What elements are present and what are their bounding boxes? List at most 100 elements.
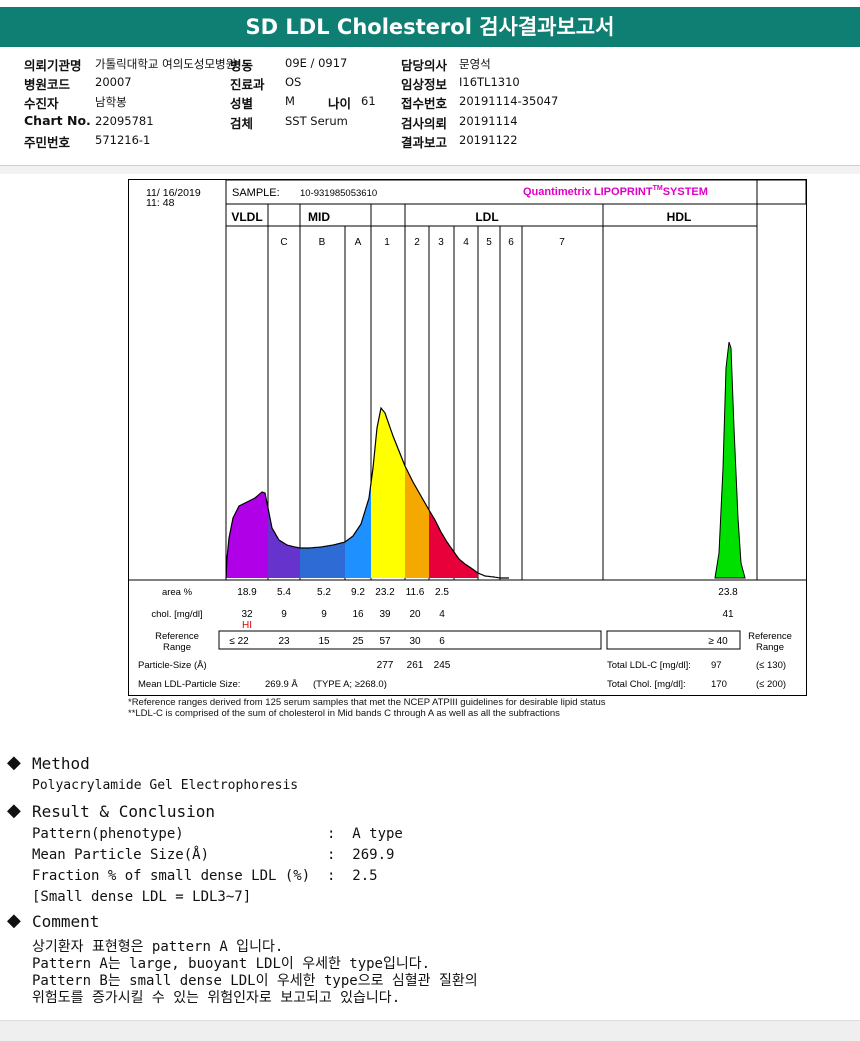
area-value: 11.6	[406, 587, 425, 598]
band-label-5: 5	[486, 237, 492, 248]
age-label: 나이	[328, 96, 352, 111]
particle-size-label: Particle-Size (Å)	[138, 660, 207, 671]
method-title: Method	[32, 754, 90, 773]
info-value: 09E / 0917	[285, 56, 348, 70]
ref-label: Range	[163, 642, 191, 653]
diamond-bullet-icon: ◆	[7, 910, 21, 931]
ref-value: ≤ 22	[229, 636, 249, 647]
system-title: Quantimetrix LIPOPRINTTMSYSTEM	[523, 185, 708, 198]
method-text: Polyacrylamide Gel Electrophoresis	[32, 778, 299, 793]
info-label: 의뢰기관명	[24, 58, 82, 73]
ref-value: ≥ 40	[708, 636, 728, 647]
result-title: Result & Conclusion	[32, 802, 216, 821]
comment-line: Pattern B는 small dense LDL이 우세한 type으로 심…	[32, 973, 478, 989]
info-label: 병동	[230, 58, 254, 73]
info-value: 571216-1	[95, 133, 151, 147]
ref-right-label: Range	[756, 642, 784, 653]
info-label: 접수번호	[401, 96, 448, 111]
band-label-3: 3	[438, 237, 444, 248]
ref-value: 6	[439, 636, 445, 647]
group-label-mid: MID	[308, 210, 330, 224]
comment-title: Comment	[32, 912, 100, 931]
info-label: 진료과	[230, 77, 265, 92]
info-value: 20191114	[459, 114, 518, 128]
band-label-c: C	[280, 237, 287, 248]
info-label: 검체	[230, 116, 254, 131]
particle-size-value: 245	[434, 660, 451, 671]
total-ldl-label: Total LDL-C [mg/dl]:	[607, 660, 691, 671]
total-ldl-value: 97	[711, 660, 722, 671]
curve-segment-3	[345, 483, 371, 578]
info-label: 주민번호	[24, 135, 71, 150]
group-label-vldl: VLDL	[231, 210, 262, 224]
info-value: 20007	[95, 75, 132, 89]
area-value: 9.2	[351, 587, 365, 598]
total-ldl-ref: (≤ 130)	[756, 660, 786, 671]
ref-value: 15	[318, 636, 330, 647]
footnote-2: **LDL-C is comprised of the sum of chole…	[128, 708, 560, 719]
total-chol-label: Total Chol. [mg/dl]:	[607, 679, 686, 690]
report-title: SD LDL Cholesterol 검사결과보고서	[0, 7, 860, 47]
info-value: 남학봉	[95, 95, 127, 109]
curve-segment-1	[268, 508, 300, 578]
system-suffix: SYSTEM	[663, 186, 708, 198]
comment-line: 위험도를 증가시킬 수 있는 위험인자로 보고되고 있습니다.	[32, 990, 401, 1006]
info-value: 문영석	[459, 57, 491, 71]
curve-segment-0	[226, 492, 268, 578]
lipoprint-report: 11/ 16/2019 11: 48 SAMPLE: 10-931985053610 Q…	[128, 179, 807, 696]
sample-value: 10-931985053610	[300, 188, 377, 199]
info-label: 결과보고	[401, 135, 448, 150]
band-label-7: 7	[559, 237, 565, 248]
sample-box	[225, 180, 806, 205]
chol-value: 4	[439, 609, 445, 620]
diamond-bullet-icon: ◆	[7, 800, 21, 821]
curve-outline	[225, 406, 509, 579]
particle-size-value: 277	[377, 660, 394, 671]
area-value: 2.5	[435, 587, 449, 598]
chol-value: 39	[379, 609, 391, 620]
info-value: M	[285, 94, 295, 108]
footnote-1: *Reference ranges derived from 125 serum…	[128, 697, 606, 708]
info-value: OS	[285, 75, 302, 89]
ref-value: 25	[352, 636, 364, 647]
curve-segment-6	[429, 510, 454, 578]
info-value: 20191122	[459, 133, 518, 147]
system-tm: TM	[653, 185, 663, 192]
info-value: I16TL1310	[459, 75, 520, 89]
total-chol-value: 170	[711, 679, 727, 690]
info-label: 병원코드	[24, 77, 71, 92]
ref-range-box-hdl	[606, 630, 741, 650]
group-label-hdl: HDL	[667, 210, 692, 224]
info-value: SST Serum	[285, 114, 348, 128]
mean-ldl-value: 269.9 Å	[265, 679, 298, 690]
info-label: 성별	[230, 96, 254, 111]
divider-band	[0, 166, 860, 174]
system-name: Quantimetrix LIPOPRINT	[523, 186, 653, 198]
ref-value: 30	[409, 636, 421, 647]
ref-range-box	[218, 630, 602, 650]
area-value: 5.2	[317, 587, 331, 598]
bottom-bar	[0, 1020, 860, 1041]
info-value: 가톨릭대학교 여의도성모병원	[95, 57, 237, 71]
band-label-b: B	[319, 237, 326, 248]
particle-size-value: 261	[407, 660, 424, 671]
chol-value: 41	[722, 609, 734, 620]
info-value: 22095781	[95, 114, 154, 128]
area-value: 23.8	[718, 587, 738, 598]
chol-value: 20	[409, 609, 421, 620]
area-label: area %	[162, 587, 193, 598]
lipoprint-svg: 11/ 16/201911: 48 SAMPLE: 10-931985053610 Q…	[129, 180, 806, 690]
hi-flag: HI	[242, 620, 252, 631]
band-label-4: 4	[463, 237, 469, 248]
area-value: 5.4	[277, 587, 291, 598]
chol-value: 16	[352, 609, 364, 620]
info-label: 담당의사	[401, 58, 448, 73]
ref-value: 23	[278, 636, 290, 647]
area-value: 23.2	[375, 587, 395, 598]
ref-right-label: Reference	[748, 631, 792, 642]
ref-value: 57	[379, 636, 391, 647]
total-chol-ref: (≤ 200)	[756, 679, 786, 690]
diamond-bullet-icon: ◆	[7, 752, 21, 773]
band-label-a: A	[355, 237, 362, 248]
